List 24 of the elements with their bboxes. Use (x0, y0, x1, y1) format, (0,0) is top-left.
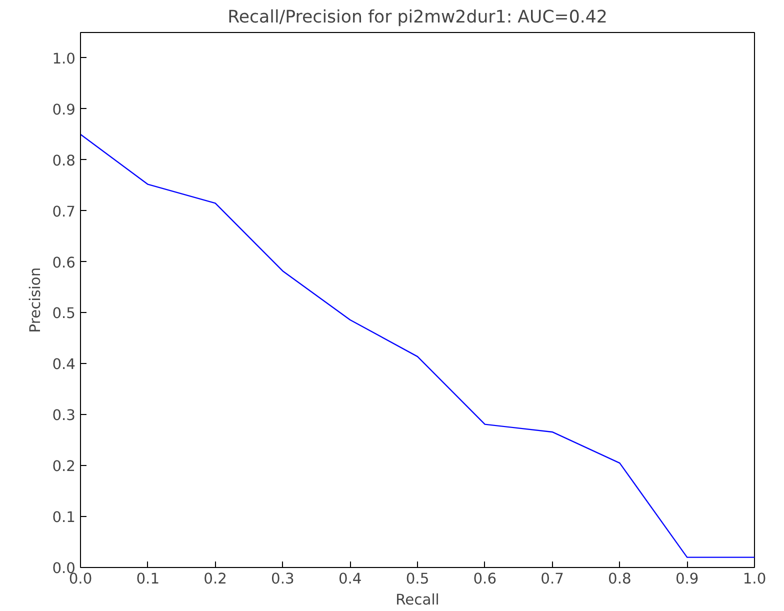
x-axis-title: Recall (396, 592, 440, 608)
y-tick-label: 1.0 (52, 50, 76, 68)
y-tick-label: 0.3 (52, 407, 76, 424)
x-tick-label: 0.5 (406, 570, 430, 588)
y-tick-label: 0.6 (52, 254, 76, 272)
x-tick-label: 0.6 (473, 570, 497, 588)
y-tick-label: 0.1 (52, 509, 76, 526)
x-tick-label: 0.7 (540, 570, 564, 588)
line-series (80, 134, 754, 558)
chart-title: Recall/Precision for pi2mw2dur1: AUC=0.42 (228, 8, 608, 28)
x-tick-label: 1.0 (742, 570, 766, 588)
y-axis-title: Precision (27, 267, 44, 333)
y-tick-label: 0.9 (52, 101, 76, 118)
y-tick-label: 0.4 (52, 356, 76, 374)
x-tick-label: 0.1 (136, 570, 160, 588)
x-tick-label: 0.4 (338, 570, 362, 588)
x-tick-label: 0.8 (608, 570, 632, 588)
y-tick-label: 0.8 (52, 152, 76, 170)
y-tick-label: 0.7 (52, 203, 76, 220)
y-tick-label: 0.5 (52, 305, 76, 322)
x-tick-label: 0.3 (271, 570, 294, 588)
y-tick-label: 0.2 (52, 458, 76, 476)
x-tick-label: 0.9 (675, 570, 699, 588)
x-tick-label: 0.2 (204, 570, 227, 588)
